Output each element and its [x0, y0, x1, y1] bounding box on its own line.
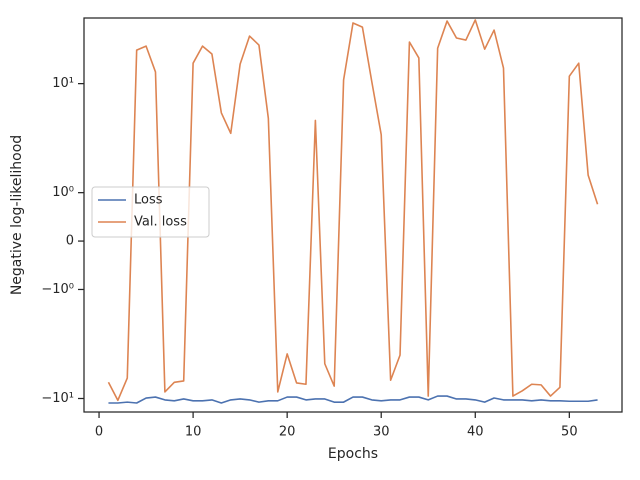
y-tick-label: 0: [66, 234, 74, 249]
y-tick-label: 10⁰: [52, 185, 74, 200]
x-tick-label: 50: [561, 425, 578, 440]
x-axis-label: Epochs: [328, 446, 378, 462]
y-tick-label: −10¹: [41, 391, 74, 406]
legend: Loss Val. loss: [91, 186, 210, 238]
y-tick-label: 10¹: [52, 76, 74, 91]
x-tick-label: 10: [185, 425, 202, 440]
y-tick-label: −10⁰: [41, 282, 74, 297]
y-axis-label: Negative log-likelihood: [9, 135, 25, 295]
x-tick-label: 30: [373, 425, 390, 440]
legend-label: Loss: [134, 193, 163, 208]
series-line: [108, 395, 598, 404]
x-tick-label: 20: [279, 425, 296, 440]
legend-label: Val. loss: [134, 215, 187, 230]
series-line: [107, 19, 599, 402]
plot-frame: [83, 17, 623, 413]
x-tick-label: 40: [467, 425, 484, 440]
x-tick-label: 0: [95, 425, 103, 440]
